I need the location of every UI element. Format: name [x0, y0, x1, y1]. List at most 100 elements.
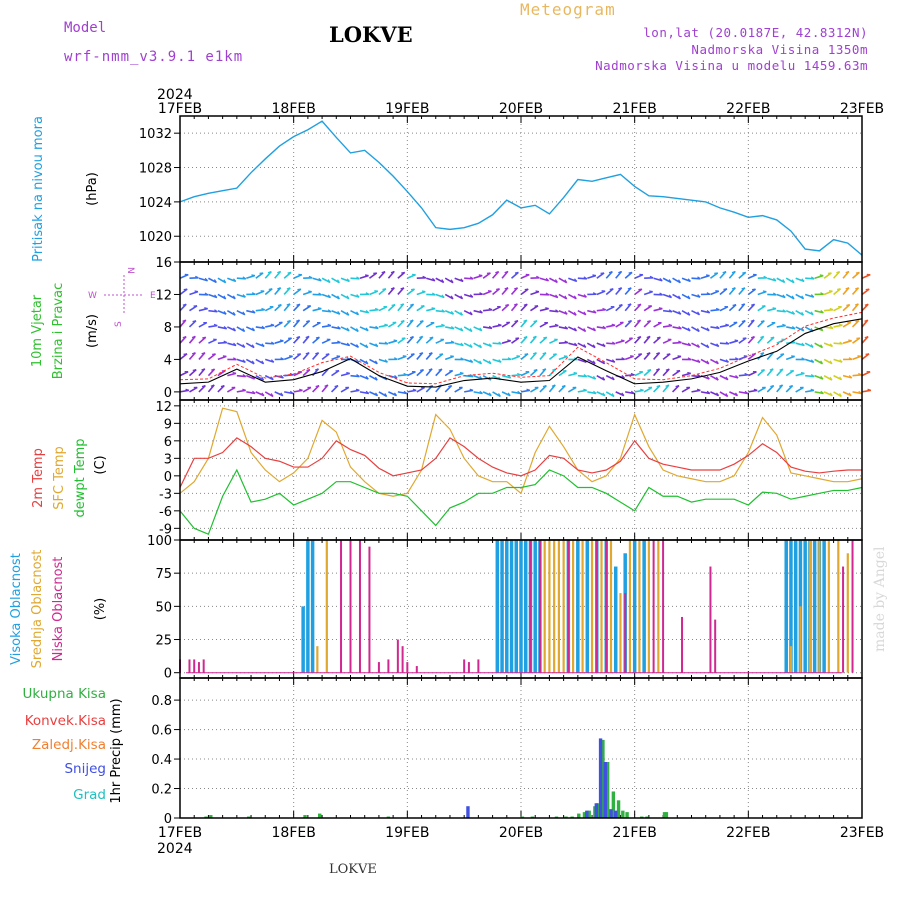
wind-arrow-head: [725, 341, 730, 345]
wind-arrow: [321, 293, 331, 299]
x-tick-bottom: 17FEB: [158, 825, 202, 841]
y-tick-label: -6: [159, 505, 172, 520]
cloud-low-bar: [193, 659, 196, 673]
wind-arrow-head: [431, 307, 436, 310]
wind-arrow-head: [365, 344, 369, 348]
wind-arrow-head: [325, 353, 330, 356]
wind-arrow-head: [647, 320, 651, 323]
wind-arrow-head: [551, 384, 556, 387]
precip-snow-bar: [609, 809, 613, 818]
cloud-low-bar: [595, 540, 598, 673]
wind-arrow-head: [479, 344, 482, 348]
wind-arrow-head: [261, 325, 266, 329]
wind-arrow: [444, 355, 454, 361]
wind-arrow: [710, 342, 720, 348]
wind-arrow: [274, 270, 282, 279]
y-tick-label: 0: [164, 667, 172, 682]
wind-arrow-head: [242, 294, 246, 298]
wind-arrow-head: [279, 339, 284, 342]
wind-arrow-head: [554, 279, 558, 283]
wind-arrow: [577, 326, 587, 333]
wind-arrow-head: [668, 279, 672, 283]
cloud-mid-bar: [647, 540, 650, 673]
wind-arrow-head: [183, 288, 188, 291]
wind-arrow: [596, 308, 606, 312]
wind-arrow-head: [829, 343, 833, 347]
wind-arrow-head: [819, 274, 824, 277]
wind-arrow-head: [725, 323, 729, 326]
wind-arrow-head: [583, 311, 587, 316]
wind-arrow-head: [324, 384, 329, 387]
wind-arrow: [672, 309, 682, 315]
cloud-low-bar: [396, 639, 399, 673]
wind-arrow-head: [223, 340, 228, 344]
wind-arrow-head: [665, 368, 670, 371]
wind-arrow-head: [507, 392, 511, 396]
wind-arrow: [482, 290, 492, 296]
wind-arrow-head: [564, 311, 568, 315]
compass-s: S: [114, 321, 124, 327]
y-tick-label: 0.2: [151, 783, 172, 798]
wind-arrow-head: [602, 307, 606, 311]
elevation-text: Nadmorska Visina 1350m: [691, 42, 868, 57]
wind-arrow: [302, 386, 312, 393]
wind-arrow: [340, 386, 350, 393]
wind-arrow: [852, 337, 861, 344]
wind-arrow: [738, 337, 747, 344]
wind-arrow-head: [337, 325, 341, 330]
wind-arrow-head: [656, 352, 660, 355]
cloud-mid-bar: [557, 540, 560, 673]
wind-arrow-head: [678, 279, 681, 283]
precip-axis-unit: 1hr Precip (mm): [109, 698, 124, 803]
wind-arrow-head: [545, 307, 549, 310]
wind-arrow: [719, 374, 729, 381]
wind-arrow-head: [820, 309, 824, 314]
y-tick-label: -9: [159, 522, 172, 537]
wind-arrow: [198, 336, 207, 344]
wind-arrow: [312, 321, 321, 328]
wind-arrow-head: [374, 360, 378, 365]
cloud-mid-bar: [316, 646, 319, 673]
wind-arrow: [738, 287, 746, 296]
wind-arrow: [861, 288, 870, 296]
wind-arrow-head: [327, 279, 331, 283]
wind-arrow: [738, 391, 748, 395]
wind-arrow: [463, 342, 473, 349]
precip-total-bar: [611, 791, 616, 818]
wind-arrow: [529, 352, 538, 360]
wind-arrow: [643, 386, 653, 393]
wind-arrow-head: [252, 309, 256, 314]
wind-arrow: [435, 353, 444, 361]
wind-arrow-head: [640, 388, 644, 391]
y-tick-label: 9: [164, 417, 172, 432]
wind-arrow-head: [829, 307, 834, 311]
wind-arrow: [539, 336, 548, 344]
wind-arrow: [643, 290, 653, 296]
wind-arrow-head: [448, 384, 452, 388]
wind-arrow-head: [327, 309, 332, 313]
cloud-low-bar: [202, 659, 205, 673]
wind-arrow-head: [429, 336, 434, 339]
wind-arrow: [246, 309, 256, 314]
precip-total-bar: [209, 815, 213, 818]
cloud-mid-bar: [837, 540, 840, 673]
precip-total-bar: [318, 813, 322, 818]
wind-arrow-head: [394, 375, 398, 379]
wind-arrow: [312, 277, 322, 282]
wind-arrow: [520, 336, 528, 344]
wind-arrow: [662, 384, 670, 393]
wind-arrow: [852, 374, 862, 377]
wind-arrow: [359, 326, 369, 332]
wind-arrow: [757, 335, 765, 344]
wind-arrow: [634, 303, 642, 312]
wind-arrow: [625, 391, 635, 395]
cloud-low-bar: [605, 540, 608, 673]
wind-arrow-head: [242, 311, 246, 316]
wind-arrow: [766, 384, 775, 393]
cloud-high-bar: [495, 540, 500, 673]
wind-arrow-head: [346, 327, 350, 332]
wind-arrow-head: [750, 335, 755, 339]
wind-arrow: [747, 303, 756, 312]
wind-arrow-head: [195, 275, 199, 279]
